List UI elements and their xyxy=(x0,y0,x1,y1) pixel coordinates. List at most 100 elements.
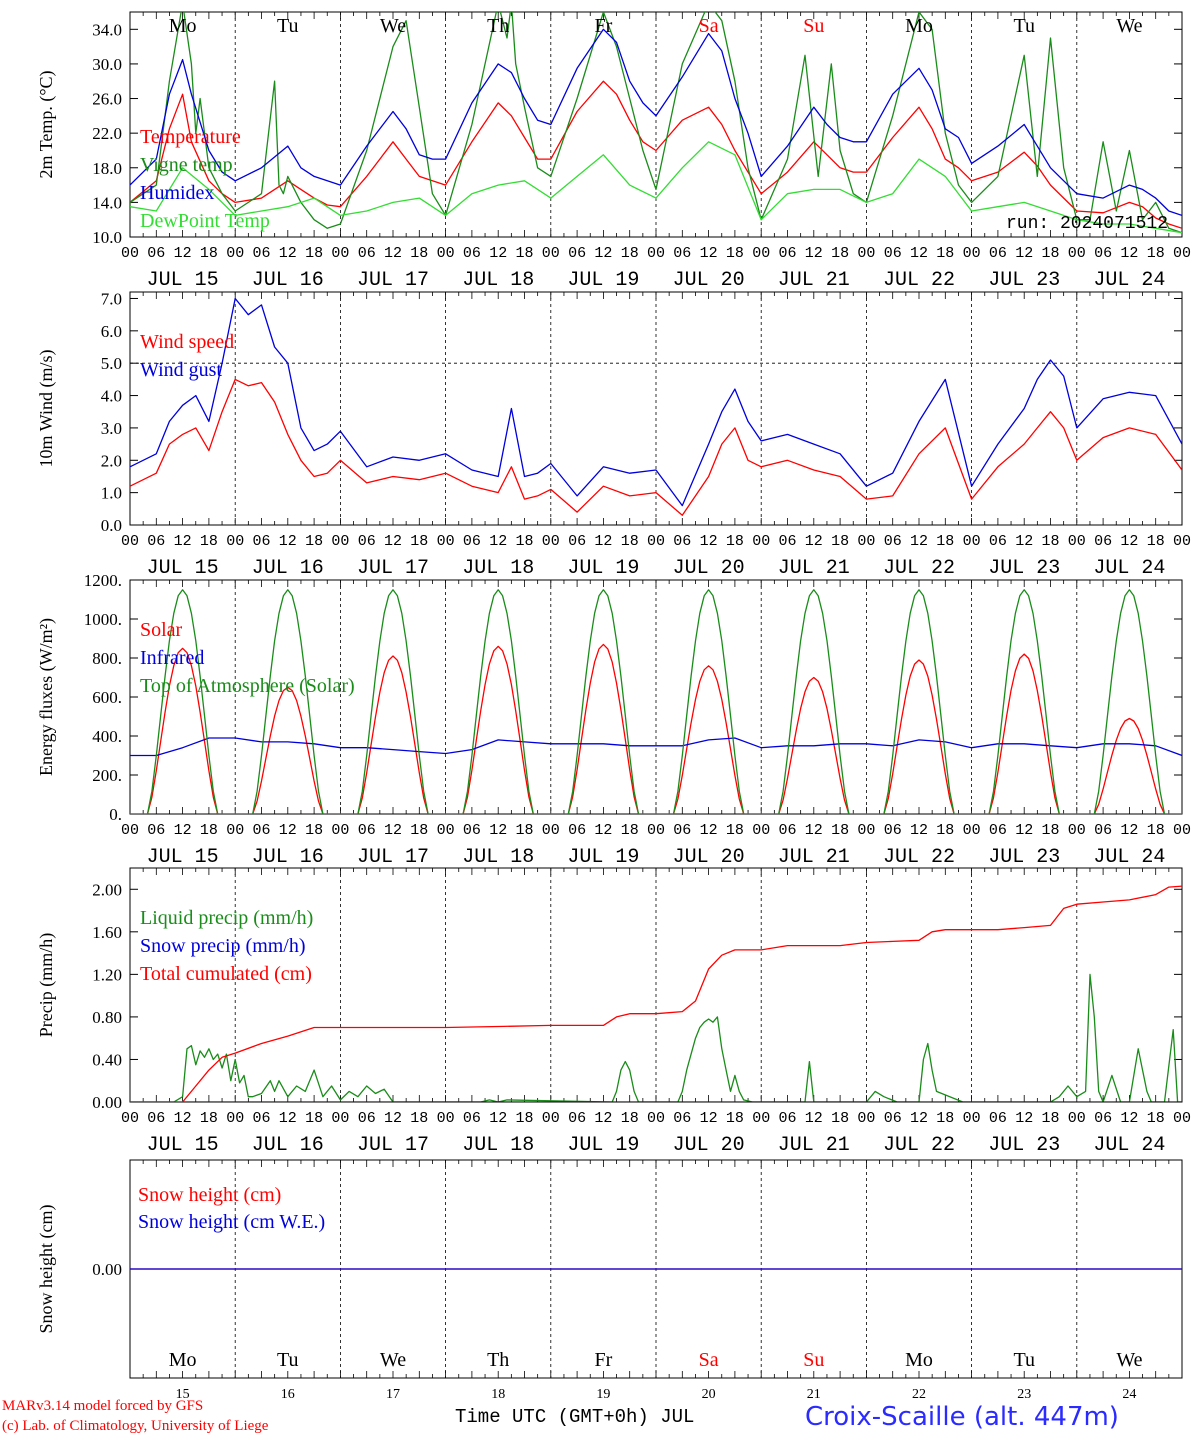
x-axis-title: Time UTC (GMT+0h) JUL xyxy=(455,1406,695,1428)
hour-label: 18 xyxy=(726,822,744,839)
hour-label: 18 xyxy=(410,1110,428,1127)
y-tick-label: 1000. xyxy=(84,610,122,629)
hour-label: 00 xyxy=(1068,533,1086,550)
hour-label: 18 xyxy=(726,245,744,262)
hour-label: 18 xyxy=(726,1110,744,1127)
hour-label: 06 xyxy=(989,1110,1007,1127)
hour-label: 06 xyxy=(147,1110,165,1127)
hour-label: 18 xyxy=(1147,245,1165,262)
plot-area xyxy=(130,589,1182,814)
day-label: JUL 22 xyxy=(883,269,955,292)
hour-label: 18 xyxy=(1147,533,1165,550)
hour-label: 18 xyxy=(831,822,849,839)
legend-liquid-precip-mm-h-: Liquid precip (mm/h) xyxy=(140,907,313,929)
series-temperature xyxy=(130,80,1182,229)
hour-label: 06 xyxy=(884,533,902,550)
day-label: JUL 20 xyxy=(673,1134,745,1157)
hour-label: 00 xyxy=(647,533,665,550)
hour-label: 06 xyxy=(568,822,586,839)
hour-label: 12 xyxy=(700,822,718,839)
hour-label: 00 xyxy=(226,822,244,839)
day-label: JUL 17 xyxy=(357,269,429,292)
panel-5: 0.00 Snow height (cm) Snow height (cm) Snow… xyxy=(36,1159,1183,1379)
day-label: JUL 18 xyxy=(462,846,534,869)
weekday-label: We xyxy=(380,1349,406,1371)
legend-solar: Solar xyxy=(140,619,183,641)
hour-label: 18 xyxy=(410,245,428,262)
hour-label: 12 xyxy=(594,1110,612,1127)
hour-label: 06 xyxy=(358,1110,376,1127)
hour-label: 06 xyxy=(147,533,165,550)
hour-label: 00 xyxy=(121,245,139,262)
day-label: JUL 16 xyxy=(252,846,324,869)
day-label: JUL 21 xyxy=(778,1134,850,1157)
y-tick-label: 22.0 xyxy=(92,124,122,143)
hour-label: 06 xyxy=(673,245,691,262)
hour-label: 18 xyxy=(515,822,533,839)
y-tick-label: 0.00 xyxy=(92,1260,122,1279)
day-label: JUL 24 xyxy=(1093,846,1165,869)
hour-label: 12 xyxy=(1015,1110,1033,1127)
hour-label: 18 xyxy=(305,822,323,839)
series-infrared xyxy=(130,737,1182,757)
hour-label: 18 xyxy=(831,245,849,262)
hour-label: 18 xyxy=(515,245,533,262)
legend-humidex: Humidex xyxy=(140,182,214,204)
day-label: JUL 23 xyxy=(988,557,1060,580)
hour-label: 06 xyxy=(252,1110,270,1127)
y-tick-label: 400. xyxy=(92,727,122,746)
y-tick-label: 0.00 xyxy=(92,1093,122,1112)
hour-label: 18 xyxy=(200,533,218,550)
hour-label: 00 xyxy=(963,822,981,839)
weekday-label: We xyxy=(380,15,406,37)
hour-label: 00 xyxy=(752,245,770,262)
y-tick-label: 0.0 xyxy=(101,516,122,535)
weekday-label: We xyxy=(1116,1349,1142,1371)
day-label: JUL 18 xyxy=(462,269,534,292)
day-label: JUL 15 xyxy=(147,269,219,292)
hour-label: 00 xyxy=(121,533,139,550)
series-wind-gust xyxy=(130,297,1182,507)
day-label: JUL 23 xyxy=(988,269,1060,292)
hour-label: 18 xyxy=(305,1110,323,1127)
y-tick-label: 30.0 xyxy=(92,55,122,74)
hour-label: 06 xyxy=(989,533,1007,550)
hour-label: 06 xyxy=(673,1110,691,1127)
day-label: JUL 16 xyxy=(252,557,324,580)
weekday-label: Su xyxy=(803,1349,824,1371)
hour-label: 12 xyxy=(910,533,928,550)
day-label: JUL 16 xyxy=(252,269,324,292)
y-tick-label: 10.0 xyxy=(92,228,122,247)
hour-label: 12 xyxy=(1015,822,1033,839)
hour-label: 12 xyxy=(279,1110,297,1127)
hour-label: 06 xyxy=(252,533,270,550)
y-tick-label: 7.0 xyxy=(101,289,122,308)
hour-label: 00 xyxy=(963,245,981,262)
hour-label: 06 xyxy=(463,245,481,262)
y-axis-title: 10m Wind (m/s) xyxy=(36,350,57,468)
legend-snow-height-cm-: Snow height (cm) xyxy=(138,1184,281,1206)
day-label: JUL 19 xyxy=(567,846,639,869)
hour-label: 06 xyxy=(568,245,586,262)
hour-label: 00 xyxy=(647,245,665,262)
hour-label: 18 xyxy=(1147,822,1165,839)
y-tick-label: 4.0 xyxy=(101,387,122,406)
hour-label: 06 xyxy=(778,533,796,550)
hour-label: 00 xyxy=(331,1110,349,1127)
hour-label: 18 xyxy=(936,533,954,550)
hour-label: 00 xyxy=(963,1110,981,1127)
day-number: 20 xyxy=(702,1387,716,1402)
hour-label: 00 xyxy=(437,822,455,839)
legend-infrared: Infrared xyxy=(140,647,204,669)
weekday-label: Mo xyxy=(905,15,933,37)
legend-top-of-atmosphere-solar-: Top of Atmosphere (Solar) xyxy=(140,675,355,697)
hour-label: 00 xyxy=(331,245,349,262)
series-dewpoint-temp xyxy=(130,141,1182,234)
credit-line-2: (c) Lab. of Climatology, University of L… xyxy=(2,1418,269,1434)
y-tick-label: 6.0 xyxy=(101,322,122,341)
hour-label: 18 xyxy=(936,822,954,839)
hour-label: 18 xyxy=(726,533,744,550)
day-number: 21 xyxy=(807,1387,821,1402)
day-number: 17 xyxy=(386,1387,400,1402)
